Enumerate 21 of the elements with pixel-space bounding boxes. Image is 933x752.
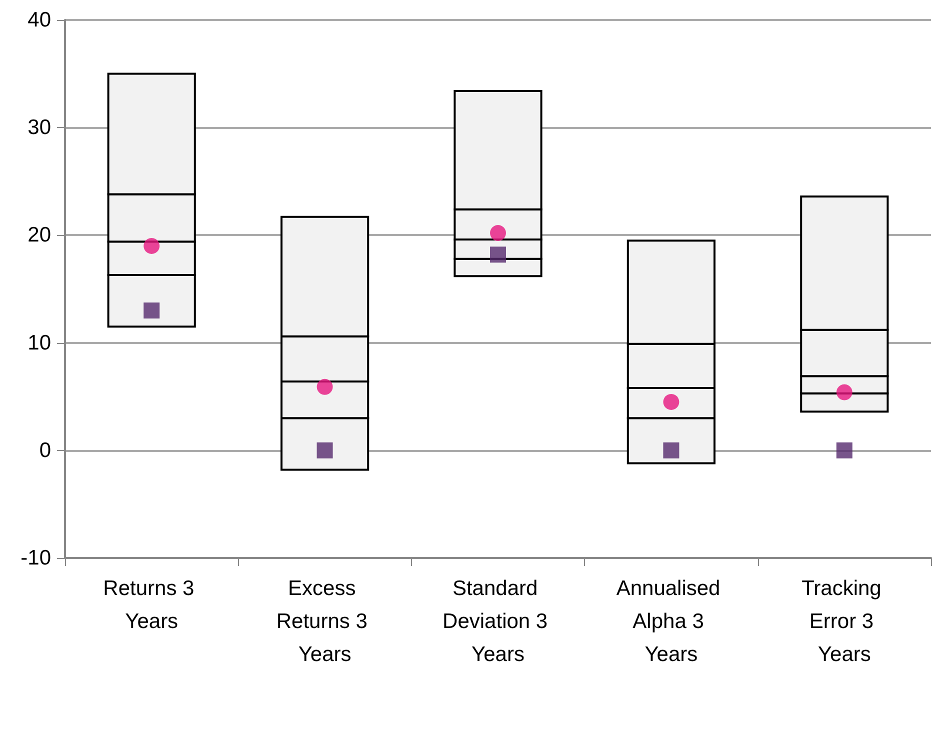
point xyxy=(663,394,680,410)
x-tick-label: Tracking Error 3 Years xyxy=(802,577,888,666)
y-tick-label: 0 xyxy=(39,438,51,462)
point xyxy=(316,378,333,395)
y-tick-label: 30 xyxy=(28,116,51,140)
x-tick-label: Excess Returns 3 Years xyxy=(276,577,374,666)
point xyxy=(490,246,506,263)
point xyxy=(663,442,680,458)
point xyxy=(144,302,160,319)
y-tick-label: 40 xyxy=(28,8,51,32)
y-tick-label: -10 xyxy=(20,546,51,570)
x-tick-label: Standard Deviation 3 Years xyxy=(442,577,554,666)
point xyxy=(836,384,852,400)
y-tick-label: 10 xyxy=(28,331,51,354)
point xyxy=(490,225,506,242)
y-tick-label: 20 xyxy=(28,224,51,247)
x-tick-label: Annualised Alpha 3 Years xyxy=(616,577,726,666)
point xyxy=(144,238,160,254)
point xyxy=(836,442,852,458)
point xyxy=(316,442,333,458)
x-tick-label: Returns 3 Years xyxy=(103,577,200,633)
